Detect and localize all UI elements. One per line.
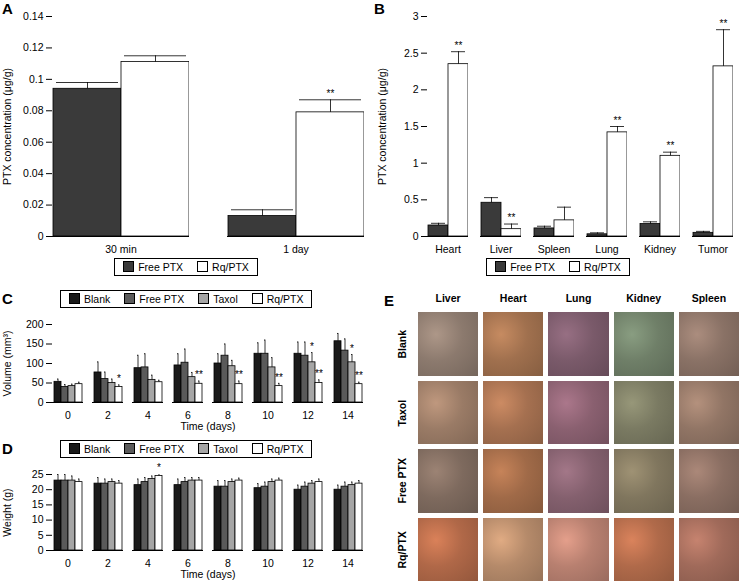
svg-text:50: 50	[32, 376, 44, 388]
svg-text:0.14: 0.14	[23, 10, 44, 22]
html-text:Rq/PTX: Rq/PTX	[584, 261, 621, 273]
svg-text:**: **	[614, 115, 622, 126]
svg-text:0: 0	[38, 396, 44, 408]
html-text:Taxol: Taxol	[213, 293, 238, 305]
html-text:Free PTX: Free PTX	[138, 261, 184, 273]
svg-text:**: **	[355, 370, 363, 381]
svg-text:**: **	[275, 372, 283, 383]
svg-text:200: 200	[26, 318, 44, 330]
svg-text:10: 10	[262, 409, 274, 421]
svg-text:1 day: 1 day	[283, 243, 309, 255]
html-text:Rq/PTX: Rq/PTX	[212, 261, 249, 273]
svg-text:**: **	[720, 18, 728, 29]
svg-text:0: 0	[413, 230, 419, 242]
svg-text:4: 4	[145, 557, 151, 569]
svg-text:Time (days): Time (days)	[180, 568, 235, 580]
svg-text:0.06: 0.06	[23, 136, 44, 148]
svg-text:**: **	[455, 40, 463, 51]
svg-text:0.08: 0.08	[23, 104, 44, 116]
html-text:Liver: Liver	[435, 292, 461, 304]
html-text:Blank: Blank	[396, 329, 408, 358]
svg-text:25: 25	[32, 468, 44, 480]
svg-text:**: **	[508, 212, 516, 223]
svg-text:0.04: 0.04	[23, 167, 44, 179]
svg-text:0: 0	[38, 544, 44, 556]
svg-text:15: 15	[32, 498, 44, 510]
svg-text:14: 14	[342, 557, 354, 569]
svg-text:6: 6	[185, 409, 191, 421]
svg-text:PTX concentration (μg/g): PTX concentration (μg/g)	[376, 68, 388, 185]
svg-text:**: **	[327, 88, 335, 99]
svg-text:**: **	[667, 140, 675, 151]
svg-text:*: *	[310, 341, 314, 352]
svg-text:**: **	[235, 369, 243, 380]
html-text:Blank: Blank	[84, 443, 111, 455]
html-text:Kidney: Kidney	[626, 292, 662, 304]
svg-text:2: 2	[413, 83, 419, 95]
html-text:Taxol: Taxol	[213, 443, 238, 455]
html-text:Blank: Blank	[84, 293, 111, 305]
svg-text:Liver: Liver	[490, 243, 513, 255]
svg-text:10: 10	[32, 513, 44, 525]
svg-text:20: 20	[32, 483, 44, 495]
svg-text:Volume (mm³): Volume (mm³)	[1, 331, 13, 397]
svg-text:**: **	[315, 368, 323, 379]
svg-text:0: 0	[38, 230, 44, 242]
svg-text:4: 4	[145, 409, 151, 421]
html-text:Lung: Lung	[565, 292, 592, 304]
html-text:Rq/PTX: Rq/PTX	[396, 530, 408, 568]
html-text:Free PTX: Free PTX	[139, 443, 185, 455]
svg-text:1.5: 1.5	[404, 120, 419, 132]
svg-text:8: 8	[225, 557, 231, 569]
svg-text:1: 1	[413, 157, 419, 169]
svg-text:2: 2	[105, 557, 111, 569]
html-text:A: A	[2, 0, 13, 17]
html-text:Taxol: Taxol	[396, 398, 408, 426]
svg-text:12: 12	[302, 557, 314, 569]
svg-text:0.12: 0.12	[23, 41, 44, 53]
svg-text:Kidney: Kidney	[644, 243, 677, 255]
svg-text:*: *	[157, 462, 161, 473]
svg-text:Weight (g): Weight (g)	[1, 488, 13, 536]
html-text:Free PTX: Free PTX	[396, 458, 408, 504]
svg-text:5: 5	[38, 529, 44, 541]
html-text:D: D	[2, 440, 13, 457]
svg-text:12: 12	[302, 409, 314, 421]
svg-text:**: **	[195, 369, 203, 380]
svg-text:*: *	[117, 373, 121, 384]
svg-text:0.02: 0.02	[23, 198, 44, 210]
svg-text:Tumor: Tumor	[698, 243, 728, 255]
svg-text:14: 14	[342, 409, 354, 421]
svg-text:6: 6	[185, 557, 191, 569]
html-text:Rq/PTX: Rq/PTX	[266, 293, 304, 305]
svg-text:Lung: Lung	[595, 243, 619, 255]
svg-text:0: 0	[65, 557, 71, 569]
svg-text:Time (days): Time (days)	[180, 420, 235, 432]
html-text:Free PTX: Free PTX	[139, 293, 185, 305]
svg-text:0: 0	[65, 409, 71, 421]
svg-text:150: 150	[26, 337, 44, 349]
svg-text:0.5: 0.5	[404, 193, 419, 205]
svg-text:Spleen: Spleen	[538, 243, 571, 255]
svg-text:2: 2	[105, 409, 111, 421]
html-text:Spleen: Spleen	[691, 292, 727, 304]
html-text:Rq/PTX: Rq/PTX	[266, 443, 304, 455]
svg-text:10: 10	[262, 557, 274, 569]
svg-text:3: 3	[413, 10, 419, 22]
html-text:Free PTX: Free PTX	[510, 261, 556, 273]
svg-text:0.1: 0.1	[29, 73, 44, 85]
html-text:B: B	[374, 0, 385, 17]
svg-text:8: 8	[225, 409, 231, 421]
html-text:Heart: Heart	[499, 292, 527, 304]
svg-text:100: 100	[26, 357, 44, 369]
svg-text:30 min: 30 min	[105, 243, 137, 255]
html-text:C: C	[2, 290, 13, 307]
svg-text:PTX concentration (μg/g): PTX concentration (μg/g)	[1, 68, 13, 185]
svg-text:*: *	[350, 343, 354, 354]
svg-text:Heart: Heart	[435, 243, 461, 255]
html-text:E: E	[384, 292, 394, 309]
svg-text:2.5: 2.5	[404, 47, 419, 59]
